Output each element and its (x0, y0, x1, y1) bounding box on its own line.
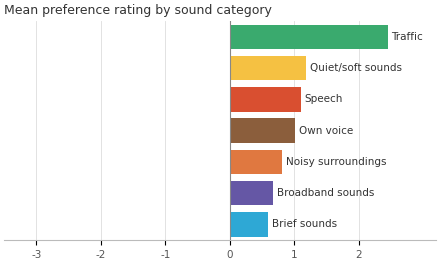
Bar (230, 87, 301, 111)
Text: Noisy surroundings: Noisy surroundings (286, 157, 387, 167)
Bar (230, 25, 388, 49)
Bar (230, 119, 295, 143)
Text: Quiet/soft sounds: Quiet/soft sounds (310, 63, 402, 73)
Text: Broadband sounds: Broadband sounds (277, 188, 375, 198)
Bar (230, 212, 268, 237)
Text: Mean preference rating by sound category: Mean preference rating by sound category (4, 4, 272, 17)
Bar (230, 181, 274, 205)
Text: Brief sounds: Brief sounds (272, 219, 337, 229)
Text: Traffic: Traffic (391, 32, 423, 42)
Bar (230, 56, 306, 80)
Text: Own voice: Own voice (299, 126, 353, 136)
Bar (230, 150, 282, 174)
Text: Speech: Speech (304, 94, 343, 104)
